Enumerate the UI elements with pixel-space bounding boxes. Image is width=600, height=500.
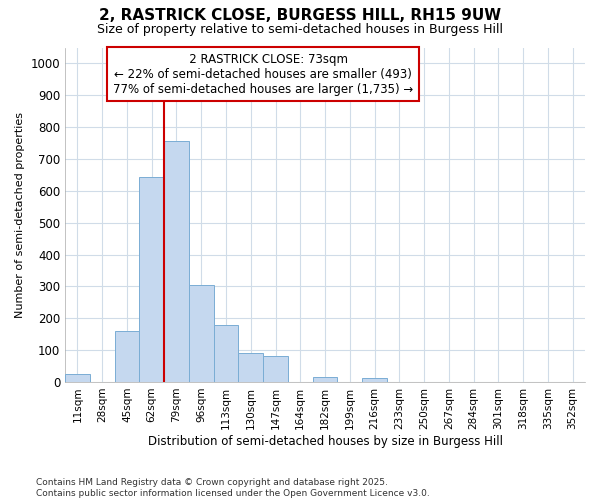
Text: 2 RASTRICK CLOSE: 73sqm
← 22% of semi-detached houses are smaller (493)
77% of s: 2 RASTRICK CLOSE: 73sqm ← 22% of semi-de…: [113, 52, 413, 96]
Y-axis label: Number of semi-detached properties: Number of semi-detached properties: [15, 112, 25, 318]
Bar: [214, 324, 238, 382]
Bar: [313, 377, 337, 382]
Text: Contains HM Land Registry data © Crown copyright and database right 2025.
Contai: Contains HM Land Registry data © Crown c…: [36, 478, 430, 498]
Text: Size of property relative to semi-detached houses in Burgess Hill: Size of property relative to semi-detach…: [97, 22, 503, 36]
Bar: [362, 378, 387, 382]
Bar: [164, 142, 189, 382]
Bar: [263, 356, 288, 382]
Text: 2, RASTRICK CLOSE, BURGESS HILL, RH15 9UW: 2, RASTRICK CLOSE, BURGESS HILL, RH15 9U…: [99, 8, 501, 22]
Bar: [238, 354, 263, 382]
X-axis label: Distribution of semi-detached houses by size in Burgess Hill: Distribution of semi-detached houses by …: [148, 434, 503, 448]
Bar: [139, 176, 164, 382]
Bar: [115, 331, 139, 382]
Bar: [189, 285, 214, 382]
Bar: [65, 374, 90, 382]
